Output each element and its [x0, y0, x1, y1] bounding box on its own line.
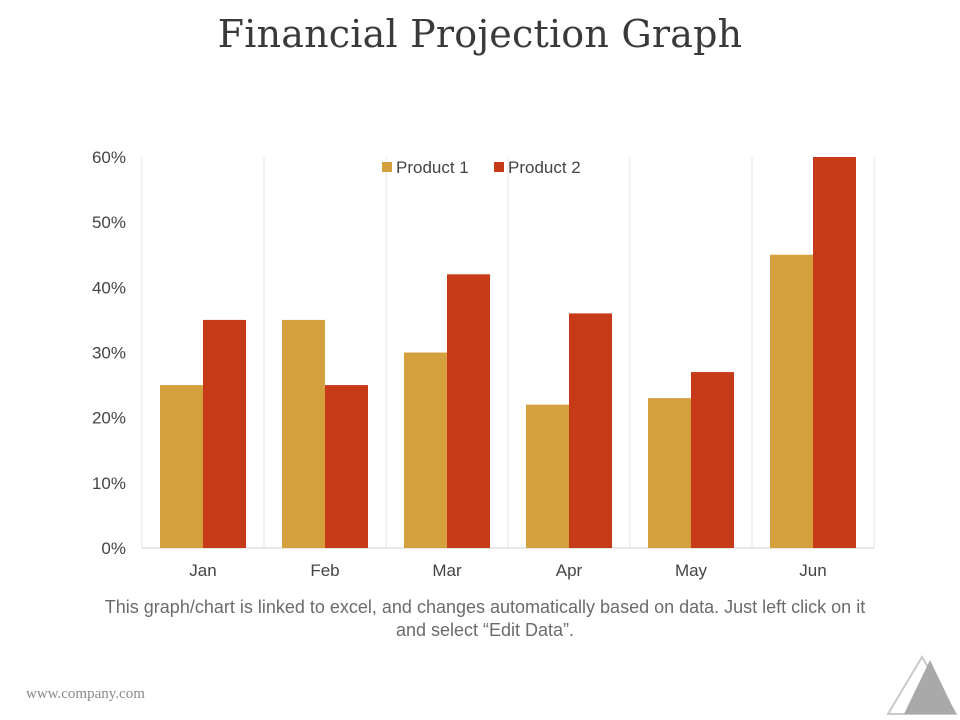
- y-tick-label: 40%: [92, 278, 126, 297]
- chart-caption: This graph/chart is linked to excel, and…: [104, 597, 866, 640]
- legend-label: Product 1: [396, 158, 469, 177]
- bar-product-2-apr: [569, 313, 612, 548]
- legend-swatch: [494, 162, 504, 172]
- footer-url: www.company.com: [26, 686, 145, 702]
- legend-swatch: [382, 162, 392, 172]
- bar-product-1-jun: [770, 254, 813, 548]
- x-tick-label: Feb: [310, 561, 339, 580]
- x-tick-label: Apr: [556, 561, 583, 580]
- y-tick-label: 0%: [101, 539, 126, 558]
- y-tick-label: 60%: [92, 148, 126, 167]
- bar-product-2-feb: [325, 385, 368, 548]
- bar-product-1-mar: [404, 352, 447, 548]
- page-title: Financial Projection Graph: [217, 12, 743, 56]
- bar-product-2-jan: [203, 319, 246, 548]
- bar-product-2-may: [691, 372, 734, 548]
- bar-product-2-jun: [813, 157, 856, 548]
- x-tick-label: Jun: [799, 561, 826, 580]
- bar-product-1-jan: [160, 385, 203, 548]
- legend-label: Product 2: [508, 158, 581, 177]
- y-tick-label: 10%: [92, 474, 126, 493]
- bar-product-1-may: [648, 398, 691, 548]
- x-tick-label: Jan: [189, 561, 216, 580]
- y-tick-label: 50%: [92, 213, 126, 232]
- y-tick-label: 30%: [92, 344, 126, 363]
- bar-product-1-apr: [526, 404, 569, 548]
- x-tick-label: Mar: [432, 561, 462, 580]
- triangle-logo-icon: [886, 655, 958, 715]
- x-tick-label: May: [675, 561, 708, 580]
- bar-product-2-mar: [447, 274, 490, 548]
- bar-product-1-feb: [282, 319, 325, 548]
- bar-chart: 0% 10% 20% 30% 40% 50% 60% Jan Feb Mar Apr May Jun Pr…: [92, 148, 875, 580]
- y-tick-label: 20%: [92, 409, 126, 428]
